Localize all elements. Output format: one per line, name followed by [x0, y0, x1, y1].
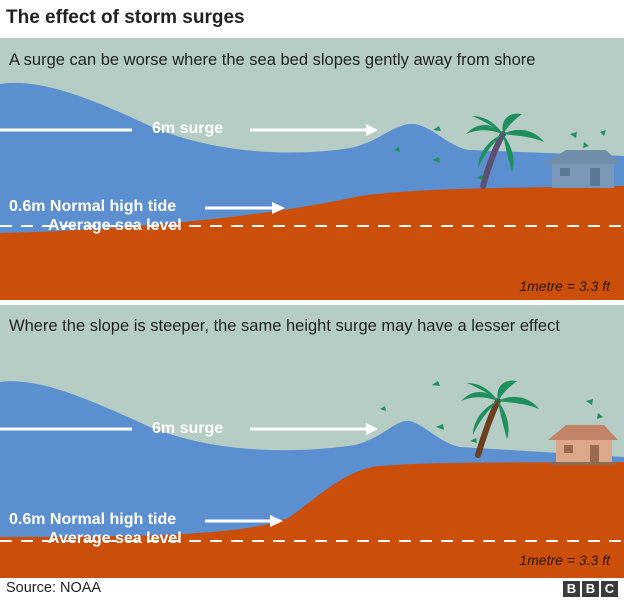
surge-label: 6m surge — [152, 120, 224, 137]
surge-arrowhead — [366, 423, 378, 435]
tide-label: 0.6m Normal high tide — [9, 511, 177, 528]
source-credit: Source: NOAA — [6, 580, 102, 596]
surge-arrowhead — [366, 124, 378, 136]
steep-slope-caption: Where the slope is steeper, the same hei… — [9, 317, 560, 335]
palm-tree-icon — [461, 380, 539, 458]
tide-arrowhead — [272, 202, 285, 214]
logo-letter: B — [582, 581, 599, 597]
logo-letter: C — [601, 581, 618, 597]
sea-level-label: Average sea level — [48, 530, 182, 547]
logo-letter: B — [563, 581, 580, 597]
flying-leaves-icon — [380, 381, 603, 443]
tide-label: 0.6m Normal high tide — [9, 198, 177, 215]
unit-conversion: 1metre = 3.3 ft — [519, 552, 610, 568]
sea-level-label: Average sea level — [48, 217, 182, 234]
palm-tree-icon — [466, 113, 544, 189]
panel-steep-slope: Where the slope is steeper, the same hei… — [0, 305, 624, 578]
page-title: The effect of storm surges — [6, 7, 245, 28]
seabed — [0, 186, 624, 300]
gentle-slope-illustration — [0, 38, 624, 300]
flying-leaves-icon — [394, 126, 606, 180]
surge-label: 6m surge — [152, 420, 224, 437]
panel-gentle-slope: A surge can be worse where the sea bed s… — [0, 38, 624, 300]
seabed — [0, 462, 624, 578]
steep-slope-illustration — [0, 305, 624, 578]
bbc-logo: B B C — [563, 581, 618, 597]
unit-conversion: 1metre = 3.3 ft — [519, 278, 610, 294]
tide-arrowhead — [270, 515, 283, 527]
gentle-slope-caption: A surge can be worse where the sea bed s… — [9, 51, 536, 69]
house-icon — [544, 150, 620, 188]
house-icon — [548, 425, 618, 465]
